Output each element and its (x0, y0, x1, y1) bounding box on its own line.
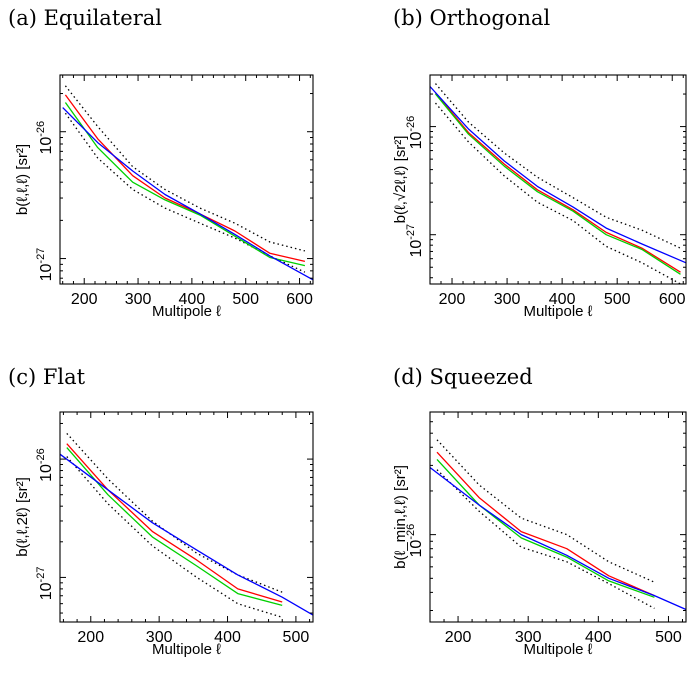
panel-title: (d) Squeezed (393, 365, 533, 389)
y-axis-label: b(ℓ,√2ℓ,ℓ) [sr²] (392, 136, 409, 224)
y-axis: 10-26 10-27 (35, 422, 313, 614)
y-axis: 10-26 10-27 (405, 74, 686, 279)
x-tick-label: 500 (232, 291, 259, 308)
y-axis-label: b(ℓ,ℓ,2ℓ) [sr²] (14, 477, 31, 557)
series-group (59, 432, 314, 618)
series-line-3 (436, 451, 655, 597)
y-tick-label: 10-26 (405, 524, 425, 558)
x-tick-label: 500 (604, 291, 631, 308)
series-line-4 (64, 102, 306, 267)
x-tick-label: 400 (214, 629, 241, 646)
x-axis-label: Multipole ℓ (152, 641, 221, 658)
dotted-bound-line-1 (64, 85, 306, 252)
series-group (429, 83, 687, 285)
plot-frame (59, 74, 314, 285)
y-axis-label: b(ℓ,ℓ,ℓ) [sr²] (14, 144, 31, 215)
dotted-bound-line-1 (436, 439, 655, 583)
plot-frame (429, 74, 687, 285)
x-axis-label: Multipole ℓ (152, 303, 221, 320)
series-group (62, 85, 314, 281)
dotted-bound-line-1 (435, 83, 681, 249)
series-line-5 (59, 453, 314, 616)
panel-4: (d) Squeezed 200 300 400 500 10-26 Multipole ℓ… (392, 365, 687, 658)
series-line-4 (436, 458, 655, 598)
series-line-3 (64, 94, 306, 263)
x-tick-label: 300 (494, 291, 521, 308)
series-line-4 (434, 93, 681, 275)
series-group (429, 439, 687, 611)
panel-2: (b) Orthogonal 200 300 400 500 600 10-26 10-27 M… (392, 6, 687, 320)
x-tick-label: 400 (585, 629, 612, 646)
x-tick-label: 400 (179, 291, 206, 308)
panel-title: (b) Orthogonal (393, 6, 550, 30)
dotted-bound-line-2 (436, 469, 655, 609)
dotted-bound-line-2 (66, 456, 283, 618)
x-tick-label: 200 (71, 291, 98, 308)
y-tick-label: 10-27 (405, 224, 425, 258)
y-tick-label: 10-27 (35, 567, 55, 601)
x-tick-label: 200 (439, 291, 466, 308)
x-tick-label: 300 (515, 629, 542, 646)
series-line-5 (429, 86, 687, 264)
x-axis: 200 300 400 500 600 (429, 75, 686, 308)
series-line-3 (66, 443, 283, 603)
y-tick-label: 10-26 (405, 116, 425, 150)
y-tick-label: 10-26 (35, 121, 55, 155)
x-axis: 200 300 400 500 (62, 412, 311, 646)
x-axis-label: Multipole ℓ (523, 641, 592, 658)
x-tick-label: 300 (146, 629, 173, 646)
panel-title: (c) Flat (8, 365, 86, 389)
x-tick-label: 200 (77, 629, 104, 646)
y-tick-label: 10-26 (35, 448, 55, 482)
y-tick-label: 10-27 (35, 248, 55, 282)
panel-title: (a) Equilateral (8, 6, 162, 30)
panel-1: (a) Equilateral 200 300 400 500 600 10-26 10-27… (8, 6, 314, 320)
y-axis: 10-26 10-27 (35, 93, 313, 282)
series-line-5 (429, 466, 687, 611)
dotted-bound-line-2 (435, 102, 681, 285)
panel-3: (c) Flat 200 300 400 500 10-26 10-27 Multipole … (8, 365, 314, 658)
y-axis: 10-26 (405, 421, 686, 612)
y-axis-label: b(ℓ_min,ℓ,ℓ) [sr²] (392, 465, 409, 569)
plot-frame (429, 411, 687, 623)
series-line-4 (66, 447, 283, 607)
x-axis-label: Multipole ℓ (523, 303, 592, 320)
x-tick-label: 500 (283, 629, 310, 646)
plot-frame (59, 411, 314, 623)
x-tick-label: 300 (125, 291, 152, 308)
dotted-bound-line-2 (64, 112, 306, 273)
series-line-3 (435, 92, 681, 273)
x-tick-label: 600 (659, 291, 686, 308)
x-axis: 200 300 400 500 600 (62, 75, 313, 308)
x-tick-label: 600 (286, 291, 313, 308)
x-tick-label: 400 (549, 291, 576, 308)
x-tick-label: 200 (445, 629, 472, 646)
dotted-bound-line-1 (66, 432, 283, 593)
x-tick-label: 500 (655, 629, 682, 646)
series-line-5 (62, 107, 314, 281)
x-axis: 200 300 400 500 (429, 412, 683, 646)
